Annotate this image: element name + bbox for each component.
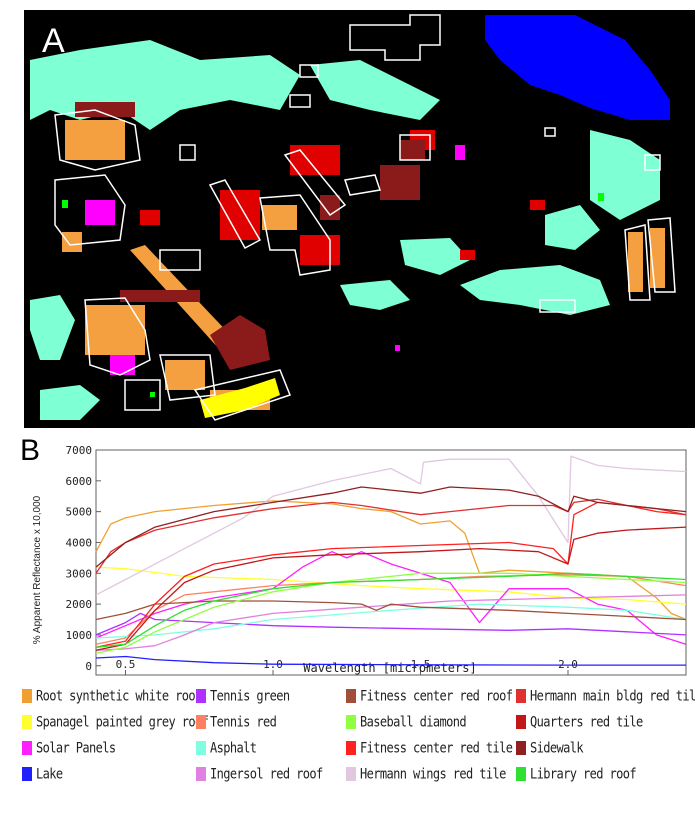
legend-swatch [346,767,356,781]
legend-item: Lake [22,764,63,784]
legend-label: Ingersol red roof [210,765,323,783]
legend-label: Solar Panels [36,739,116,757]
legend-item: Tennis red [196,712,277,732]
y-tick-label: 2000 [66,598,93,611]
series-line-fitness-center-red-roof [95,600,687,621]
series-line-sidewalk [95,486,687,568]
legend-item: Library red roof [516,764,637,784]
legend-item: Solar Panels [22,738,116,758]
legend-swatch [346,715,356,729]
legend-label: Baseball diamond [360,713,467,731]
legend-label: Quarters red tile [530,713,643,731]
x-axis-label: Wavelength [micrometers] [303,661,476,675]
x-tick-label: 0.5 [116,658,136,671]
green-regions [62,193,604,397]
legend-label: Tennis red [210,713,277,731]
y-axis-ticks: 0 1000 2000 3000 4000 5000 6000 7000 [66,444,101,673]
y-axis-label: % Apparent Reflectance x 10,000 [32,495,43,644]
legend-swatch [346,689,356,703]
series-line-lake [95,655,686,666]
series-line-baseball-diamond [95,572,687,655]
series-line-hermann-main-bldg-red-tile [95,498,687,574]
series-line-asphalt [95,603,687,639]
y-tick-label: 5000 [66,506,93,519]
legend-item: Hermann main bldg red tile [516,686,695,706]
legend-item: Quarters red tile [516,712,643,732]
legend-swatch [22,689,32,703]
legend-item: Fitness center red tile [346,738,513,758]
legend-swatch [516,689,526,703]
series-line-ingersol-red-roof [95,594,687,651]
legend-label: Fitness center red roof [360,687,513,705]
series-line-tennis-red [95,574,687,645]
legend-item: Hermann wings red tile [346,764,506,784]
legend-label: Asphalt [210,739,257,757]
legend-swatch [22,715,32,729]
legend-label: Lake [36,765,63,783]
legend-item: Ingersol red roof [196,764,323,784]
legend-label: Spanagel painted grey roof [36,713,209,731]
legend-item: Fitness center red roof [346,686,513,706]
legend-swatch [22,767,32,781]
legend-swatch [196,689,206,703]
legend-swatch [346,741,356,755]
y-tick-label: 1000 [66,629,93,642]
building-outlines [54,14,676,421]
series-line-spanagel-painted-grey-roof [95,566,687,605]
series-line-library-red-roof [95,572,687,648]
y-tick-label: 7000 [66,444,93,457]
legend-swatch [196,767,206,781]
legend-item: Asphalt [196,738,257,758]
y-tick-label: 3000 [66,567,93,580]
legend-swatch [196,715,206,729]
legend-swatch [22,741,32,755]
legend-label: Root synthetic white roof [36,687,202,705]
series-line-tennis-green [95,612,687,636]
y-tick-label: 0 [85,660,92,673]
legend-label: Hermann main bldg red tile [530,687,695,705]
series-line-quarters-red-tile [95,526,687,651]
plot-frame [95,449,687,676]
dark-red-regions [75,102,425,370]
solar-panel-regions [85,145,465,375]
yellow-regions [200,378,280,418]
panel-b-label: B [20,434,41,467]
series-lines [95,455,687,666]
chart-legend: Root synthetic white roof Spanagel painte… [0,680,695,813]
legend-item: Spanagel painted grey roof [22,712,209,732]
legend-label: Tennis green [210,687,290,705]
lake-region [485,15,670,120]
y-tick-label: 6000 [66,475,93,488]
legend-label: Fitness center red tile [360,739,513,757]
legend-item: Sidewalk [516,738,584,758]
legend-label: Sidewalk [530,739,584,757]
classification-map: A [24,10,695,428]
legend-swatch [516,715,526,729]
legend-item: Root synthetic white roof [22,686,202,706]
series-line-hermann-wings-red-tile [95,455,687,596]
legend-item: Tennis green [196,686,290,706]
legend-swatch [196,741,206,755]
legend-swatch [516,767,526,781]
series-line-solar-panels [95,551,687,645]
legend-item: Baseball diamond [346,712,467,732]
legend-swatch [516,741,526,755]
legend-label: Hermann wings red tile [360,765,506,783]
panel-a-label: A [42,22,65,60]
y-tick-label: 4000 [66,536,93,549]
legend-label: Library red roof [530,765,637,783]
